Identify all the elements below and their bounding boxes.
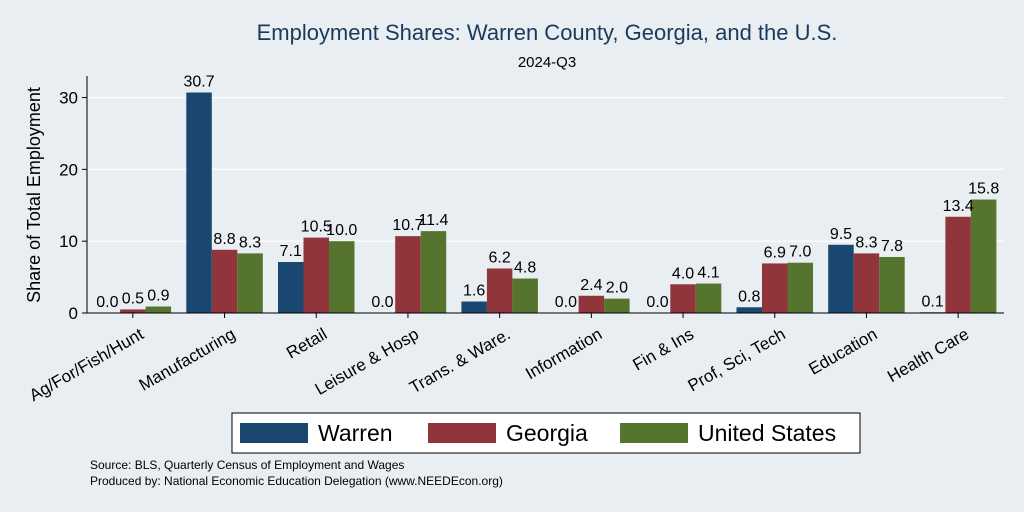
bar-united-states-3 xyxy=(420,231,447,313)
bar-georgia-3 xyxy=(395,236,421,313)
legend-box xyxy=(231,412,861,454)
bar-georgia-7 xyxy=(762,263,788,313)
bar-warren-1 xyxy=(186,92,212,313)
legend-swatch-united-states xyxy=(620,423,688,443)
x-category-label-1: Manufacturing xyxy=(136,324,239,394)
bar-georgia-4 xyxy=(486,268,513,313)
x-category-label-6: Fin & Ins xyxy=(629,324,697,374)
data-label-warren-8: 9.5 xyxy=(830,226,852,243)
bar-georgia-0 xyxy=(120,309,146,313)
bars xyxy=(120,92,997,313)
legend-label-united-states: United States xyxy=(698,420,836,446)
legend-label-georgia: Georgia xyxy=(506,420,588,446)
data-label-united-states-8: 7.8 xyxy=(881,238,903,255)
x-category-label-4: Trans. & Ware. xyxy=(406,324,513,397)
bar-warren-8 xyxy=(828,244,854,313)
data-label-warren-0: 0.0 xyxy=(96,294,118,311)
y-tick-label-30: 30 xyxy=(59,89,78,108)
data-label-warren-6: 0.0 xyxy=(646,294,668,311)
data-label-warren-3: 0.0 xyxy=(371,294,393,311)
source-note: Source: BLS, Quarterly Census of Employm… xyxy=(90,458,405,472)
bar-united-states-8 xyxy=(879,256,905,313)
bar-united-states-0 xyxy=(145,306,172,313)
data-label-warren-1: 30.7 xyxy=(183,74,214,91)
data-label-warren-9: 0.1 xyxy=(922,293,944,310)
y-tick-label-20: 20 xyxy=(59,160,78,179)
bar-georgia-1 xyxy=(211,249,238,313)
bar-united-states-6 xyxy=(695,283,722,313)
data-labels: 0.0 0.5 0.930.78.8 8.37.110.510.00.010.711.… xyxy=(96,74,999,311)
bar-georgia-5 xyxy=(578,295,605,313)
data-label-georgia-7: 6.9 xyxy=(764,244,786,261)
legend: Warren Georgia United States xyxy=(231,412,861,454)
data-label-united-states-0: 0.9 xyxy=(147,288,169,305)
data-label-warren-5: 0.0 xyxy=(555,294,577,311)
bar-warren-7 xyxy=(736,307,762,313)
bar-united-states-7 xyxy=(787,262,813,313)
data-label-georgia-9: 13.4 xyxy=(943,198,974,215)
data-label-georgia-0: 0.5 xyxy=(122,290,144,307)
bar-warren-4 xyxy=(461,301,487,313)
bar-georgia-8 xyxy=(853,253,880,313)
bar-united-states-5 xyxy=(604,298,630,313)
legend-swatch-georgia xyxy=(428,423,496,443)
data-label-georgia-4: 6.2 xyxy=(489,249,511,266)
legend-label-warren: Warren xyxy=(318,420,393,446)
y-tick-label-0: 0 xyxy=(69,304,78,323)
bar-georgia-2 xyxy=(303,237,329,313)
data-label-warren-4: 1.6 xyxy=(463,283,485,300)
data-label-united-states-5: 2.0 xyxy=(606,280,628,297)
bar-united-states-2 xyxy=(329,241,355,313)
x-category-label-8: Education xyxy=(805,324,880,378)
x-category-label-3: Leisure & Hosp xyxy=(312,324,422,399)
chart-title: Employment Shares: Warren County, Georgi… xyxy=(257,20,838,45)
data-label-warren-7: 0.8 xyxy=(738,288,760,305)
data-label-georgia-8: 8.3 xyxy=(855,234,877,251)
data-label-united-states-6: 4.1 xyxy=(697,265,719,282)
bar-united-states-4 xyxy=(512,278,538,313)
chart-subtitle: 2024-Q3 xyxy=(518,54,576,71)
data-label-georgia-2: 10.5 xyxy=(301,219,332,236)
data-label-united-states-7: 7.0 xyxy=(789,244,811,261)
data-label-united-states-1: 8.3 xyxy=(239,234,261,251)
data-label-warren-2: 7.1 xyxy=(280,243,302,260)
bar-georgia-9 xyxy=(945,216,971,313)
x-category-label-5: Information xyxy=(522,324,605,383)
x-category-label-9: Health Care xyxy=(884,324,972,386)
bar-georgia-6 xyxy=(670,284,696,313)
data-label-united-states-9: 15.8 xyxy=(968,181,999,198)
y-tick-label-10: 10 xyxy=(59,232,78,251)
data-label-united-states-2: 10.0 xyxy=(326,222,357,239)
data-label-georgia-5: 2.4 xyxy=(580,277,602,294)
bar-warren-2 xyxy=(278,262,304,313)
produced-by-note: Produced by: National Economic Education… xyxy=(90,474,503,488)
bar-united-states-9 xyxy=(970,199,997,313)
data-label-georgia-3: 10.7 xyxy=(392,217,423,234)
data-label-united-states-3: 11.4 xyxy=(418,212,448,229)
gridlines xyxy=(87,96,1004,242)
data-label-georgia-1: 8.8 xyxy=(213,231,235,248)
y-axis-label: Share of Total Employment xyxy=(24,87,44,303)
x-category-label-7: Prof, Sci, Tech xyxy=(685,324,789,395)
data-label-georgia-6: 4.0 xyxy=(672,265,694,282)
data-label-united-states-4: 4.8 xyxy=(514,260,536,277)
x-category-label-0: Ag/For/Fish/Hunt xyxy=(26,324,147,405)
x-category-label-2: Retail xyxy=(283,324,330,362)
legend-swatch-warren xyxy=(240,423,308,443)
bar-united-states-1 xyxy=(237,253,263,313)
